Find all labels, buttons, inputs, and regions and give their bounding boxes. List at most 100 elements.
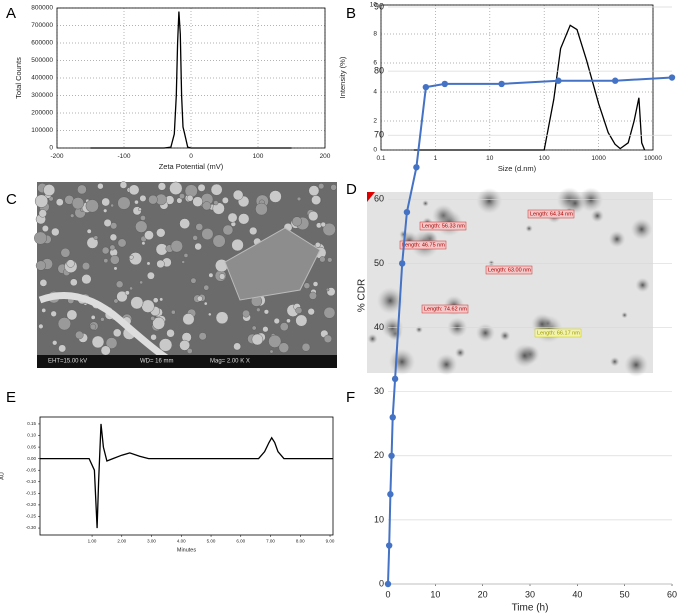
particle xyxy=(308,291,317,300)
y-tick-label: 90 xyxy=(374,1,384,11)
particle xyxy=(186,348,193,354)
particle xyxy=(150,316,156,321)
tem-blob xyxy=(454,347,466,359)
particle xyxy=(82,262,91,271)
tem-blob xyxy=(525,224,533,233)
particle xyxy=(55,198,64,207)
plot-frame xyxy=(39,416,334,536)
x-tick-label: 50 xyxy=(620,589,630,599)
y-tick-label: -0.05 xyxy=(26,467,37,472)
sem-info: EHT=15.00 kV xyxy=(48,359,87,365)
tem-blob xyxy=(476,187,503,214)
tem-label-box xyxy=(485,265,533,275)
data-point xyxy=(612,77,619,84)
y-tick-label: 0.10 xyxy=(27,433,36,438)
particle xyxy=(190,277,197,284)
y-tick-label: 800000 xyxy=(31,5,53,12)
particle xyxy=(286,318,291,324)
particle xyxy=(301,342,311,352)
y-tick-label: 80 xyxy=(374,65,384,75)
particle xyxy=(330,184,337,191)
y-tick-label: 20 xyxy=(374,450,384,460)
y-tick-label: 4 xyxy=(373,89,377,96)
data-point xyxy=(387,491,394,498)
particle xyxy=(50,310,57,317)
tem-blob xyxy=(624,352,649,377)
x-tick-label: 30 xyxy=(525,589,535,599)
particle xyxy=(311,195,322,205)
particle xyxy=(91,335,105,349)
particle xyxy=(171,309,176,315)
particle xyxy=(251,325,257,331)
particle xyxy=(112,328,122,338)
x-axis-title: Zeta Potential (mV) xyxy=(159,162,224,171)
particle xyxy=(51,227,60,237)
tem-label: Length: 63.00 nm xyxy=(488,267,531,273)
y-axis-title: AU xyxy=(0,472,5,480)
particle xyxy=(119,181,128,189)
y-tick-label: 40 xyxy=(374,322,384,332)
y-tick-label: 300000 xyxy=(31,92,53,99)
particle xyxy=(86,228,92,234)
particle xyxy=(66,309,78,321)
particle xyxy=(110,203,114,208)
particle xyxy=(139,194,147,202)
tem-blob xyxy=(608,230,626,248)
x-tick-label: 7.00 xyxy=(266,539,275,544)
particle xyxy=(138,207,142,212)
particle xyxy=(146,271,155,280)
sem-flake xyxy=(224,227,321,301)
particle xyxy=(263,309,269,315)
particle xyxy=(295,306,303,314)
particle xyxy=(103,218,112,227)
particle xyxy=(251,333,264,346)
particle xyxy=(268,334,282,348)
particle xyxy=(255,202,268,216)
y-tick-label: -0.10 xyxy=(26,479,37,484)
particle xyxy=(319,256,326,263)
x-tick-label: 8.00 xyxy=(296,539,305,544)
particle xyxy=(201,228,214,241)
y-tick-label: 700000 xyxy=(31,22,53,29)
panel-label: A xyxy=(6,5,16,22)
particle xyxy=(256,307,261,312)
particle xyxy=(129,286,133,291)
particle xyxy=(269,349,274,354)
particle xyxy=(183,253,189,258)
tem-blob xyxy=(488,259,495,267)
x-tick-label: 3.00 xyxy=(147,539,156,544)
particle xyxy=(101,246,110,255)
tem-label-box xyxy=(421,304,469,314)
y-tick-label: -0.30 xyxy=(26,525,37,530)
y-tick-label: 600000 xyxy=(31,40,53,47)
particle xyxy=(109,233,118,241)
particle xyxy=(320,221,326,228)
y-tick-label: -0.25 xyxy=(26,514,37,519)
particle xyxy=(318,183,325,190)
y-tick-label: -0.20 xyxy=(26,502,37,507)
x-tick-label: 10 xyxy=(430,589,440,599)
tem-blob xyxy=(609,356,620,367)
particle xyxy=(152,297,159,304)
particle xyxy=(195,223,204,231)
y-axis-title: Intensity (%) xyxy=(338,56,347,98)
particle xyxy=(146,261,151,266)
x-tick-label: 1000 xyxy=(591,155,606,162)
particle xyxy=(269,190,282,203)
tem-blob xyxy=(367,333,378,344)
y-tick-label: 10 xyxy=(374,514,384,524)
particle xyxy=(262,326,269,333)
particle xyxy=(90,315,96,320)
particle xyxy=(227,212,238,223)
y-tick-label: 0.15 xyxy=(27,421,36,426)
particle xyxy=(221,196,229,204)
particle xyxy=(327,257,333,263)
particle xyxy=(231,238,244,252)
particle xyxy=(307,308,315,316)
particle xyxy=(86,236,99,249)
x-tick-label: 1 xyxy=(434,155,438,162)
data-point xyxy=(441,80,448,88)
particle xyxy=(212,202,225,215)
data-point xyxy=(413,164,420,171)
particle xyxy=(41,225,49,232)
